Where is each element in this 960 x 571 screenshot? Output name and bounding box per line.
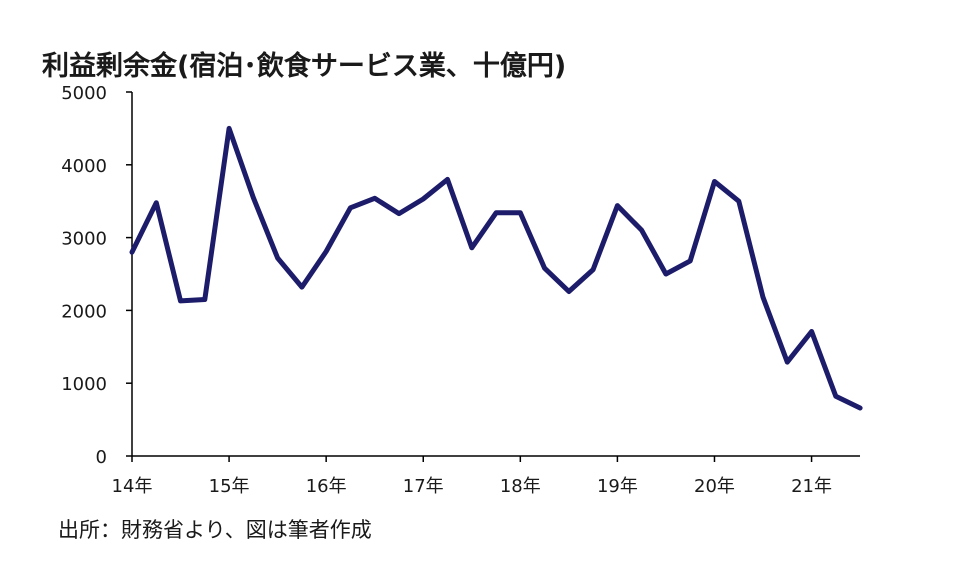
x-tick-label: 15年 <box>209 476 250 497</box>
y-tick-label: 5000 <box>61 83 107 104</box>
x-tick-label: 21年 <box>791 476 832 497</box>
x-tick-label: 18年 <box>500 476 541 497</box>
source-note: 出所：財務省より、図は筆者作成 <box>58 518 372 542</box>
chart-title: 利益剰余金(宿泊･飲食サービス業、十億円) <box>42 51 567 82</box>
y-tick-label: 2000 <box>61 301 107 322</box>
y-tick-label: 4000 <box>61 156 107 177</box>
x-tick-label: 16年 <box>306 476 347 497</box>
y-tick-label: 3000 <box>61 229 107 250</box>
x-tick-label: 14年 <box>112 476 153 497</box>
x-axis-ticks: 14年 15年 16年 17年 18年 19年 20年 21年 <box>112 456 832 497</box>
x-tick-label: 20年 <box>694 476 735 497</box>
chart-axes <box>131 92 860 457</box>
y-axis-ticks: 0 1000 2000 3000 4000 5000 <box>61 83 132 468</box>
x-tick-label: 17年 <box>403 476 444 497</box>
series-line <box>129 125 863 411</box>
y-tick-label: 0 <box>96 447 107 468</box>
x-tick-label: 19年 <box>597 476 638 497</box>
y-tick-label: 1000 <box>61 374 107 395</box>
